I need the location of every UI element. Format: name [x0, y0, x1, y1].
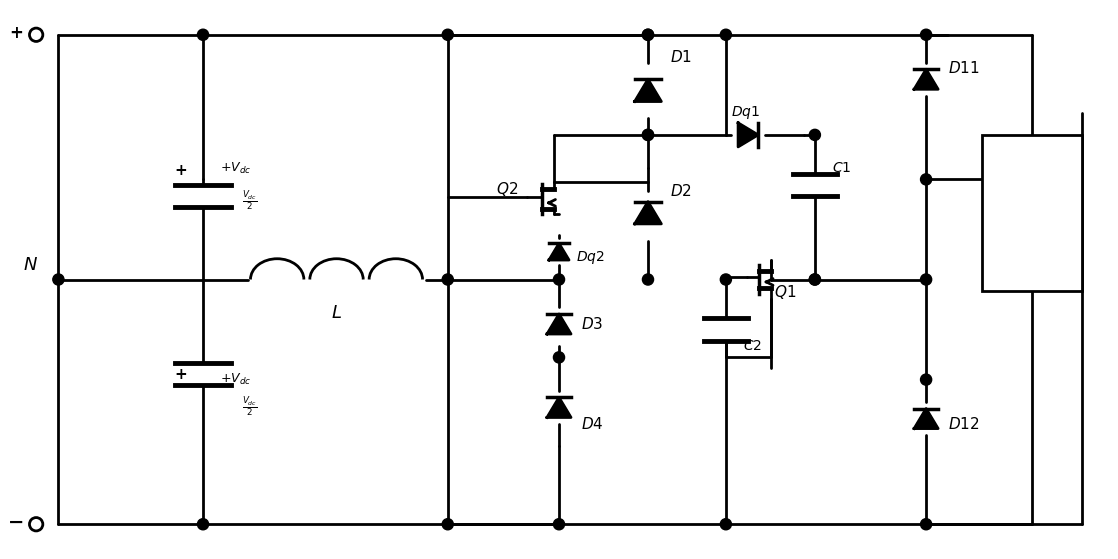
Text: $Q1$: $Q1$: [774, 283, 796, 301]
Text: $D1$: $D1$: [671, 49, 692, 65]
Circle shape: [643, 29, 654, 40]
Circle shape: [643, 129, 654, 140]
Circle shape: [443, 519, 453, 530]
Circle shape: [920, 374, 931, 385]
Circle shape: [198, 29, 209, 40]
Circle shape: [809, 274, 821, 285]
Polygon shape: [547, 314, 571, 334]
Circle shape: [553, 352, 565, 363]
Circle shape: [443, 29, 453, 40]
Text: $C1$: $C1$: [832, 161, 851, 176]
Circle shape: [443, 274, 453, 285]
Text: $\frac{V_{dc}}{2}$: $\frac{V_{dc}}{2}$: [241, 190, 257, 214]
Circle shape: [720, 519, 731, 530]
Text: $Dq1$: $Dq1$: [731, 104, 760, 121]
Circle shape: [920, 274, 931, 285]
Text: $D12$: $D12$: [948, 416, 979, 432]
Circle shape: [643, 274, 654, 285]
Circle shape: [720, 29, 731, 40]
Polygon shape: [635, 79, 662, 102]
Polygon shape: [547, 397, 571, 418]
Text: $+V_{dc}$: $+V_{dc}$: [220, 372, 250, 387]
Text: $D11$: $D11$: [948, 60, 980, 76]
Text: $D3$: $D3$: [581, 316, 604, 332]
Text: $N$: $N$: [23, 256, 38, 274]
Circle shape: [29, 518, 42, 531]
Polygon shape: [915, 409, 938, 429]
Text: $Dq2$: $Dq2$: [576, 249, 605, 266]
Circle shape: [29, 28, 42, 41]
Polygon shape: [915, 69, 938, 89]
Polygon shape: [635, 202, 662, 224]
Circle shape: [643, 129, 654, 140]
Circle shape: [809, 274, 821, 285]
Polygon shape: [549, 243, 569, 260]
Circle shape: [553, 519, 565, 530]
Text: −: −: [8, 513, 25, 532]
Circle shape: [809, 129, 821, 140]
Text: +: +: [174, 367, 187, 382]
Bar: [982, 135, 1082, 291]
Circle shape: [920, 519, 931, 530]
Text: $Q2$: $Q2$: [496, 181, 519, 198]
Text: $C2$: $C2$: [742, 339, 761, 353]
Circle shape: [53, 274, 64, 285]
Circle shape: [920, 174, 931, 185]
Circle shape: [920, 29, 931, 40]
Circle shape: [643, 29, 654, 40]
Text: $\frac{V_{dc}}{2}$: $\frac{V_{dc}}{2}$: [241, 396, 257, 419]
Text: $L$: $L$: [331, 304, 342, 322]
Text: +: +: [174, 163, 187, 178]
Circle shape: [198, 519, 209, 530]
Text: +: +: [9, 23, 23, 41]
Text: $S$: $S$: [1024, 203, 1040, 222]
Circle shape: [720, 274, 731, 285]
Text: $+V_{dc}$: $+V_{dc}$: [220, 160, 250, 176]
Text: $D4$: $D4$: [581, 416, 604, 432]
Polygon shape: [738, 123, 758, 147]
Circle shape: [553, 274, 565, 285]
Text: $D2$: $D2$: [671, 182, 692, 198]
